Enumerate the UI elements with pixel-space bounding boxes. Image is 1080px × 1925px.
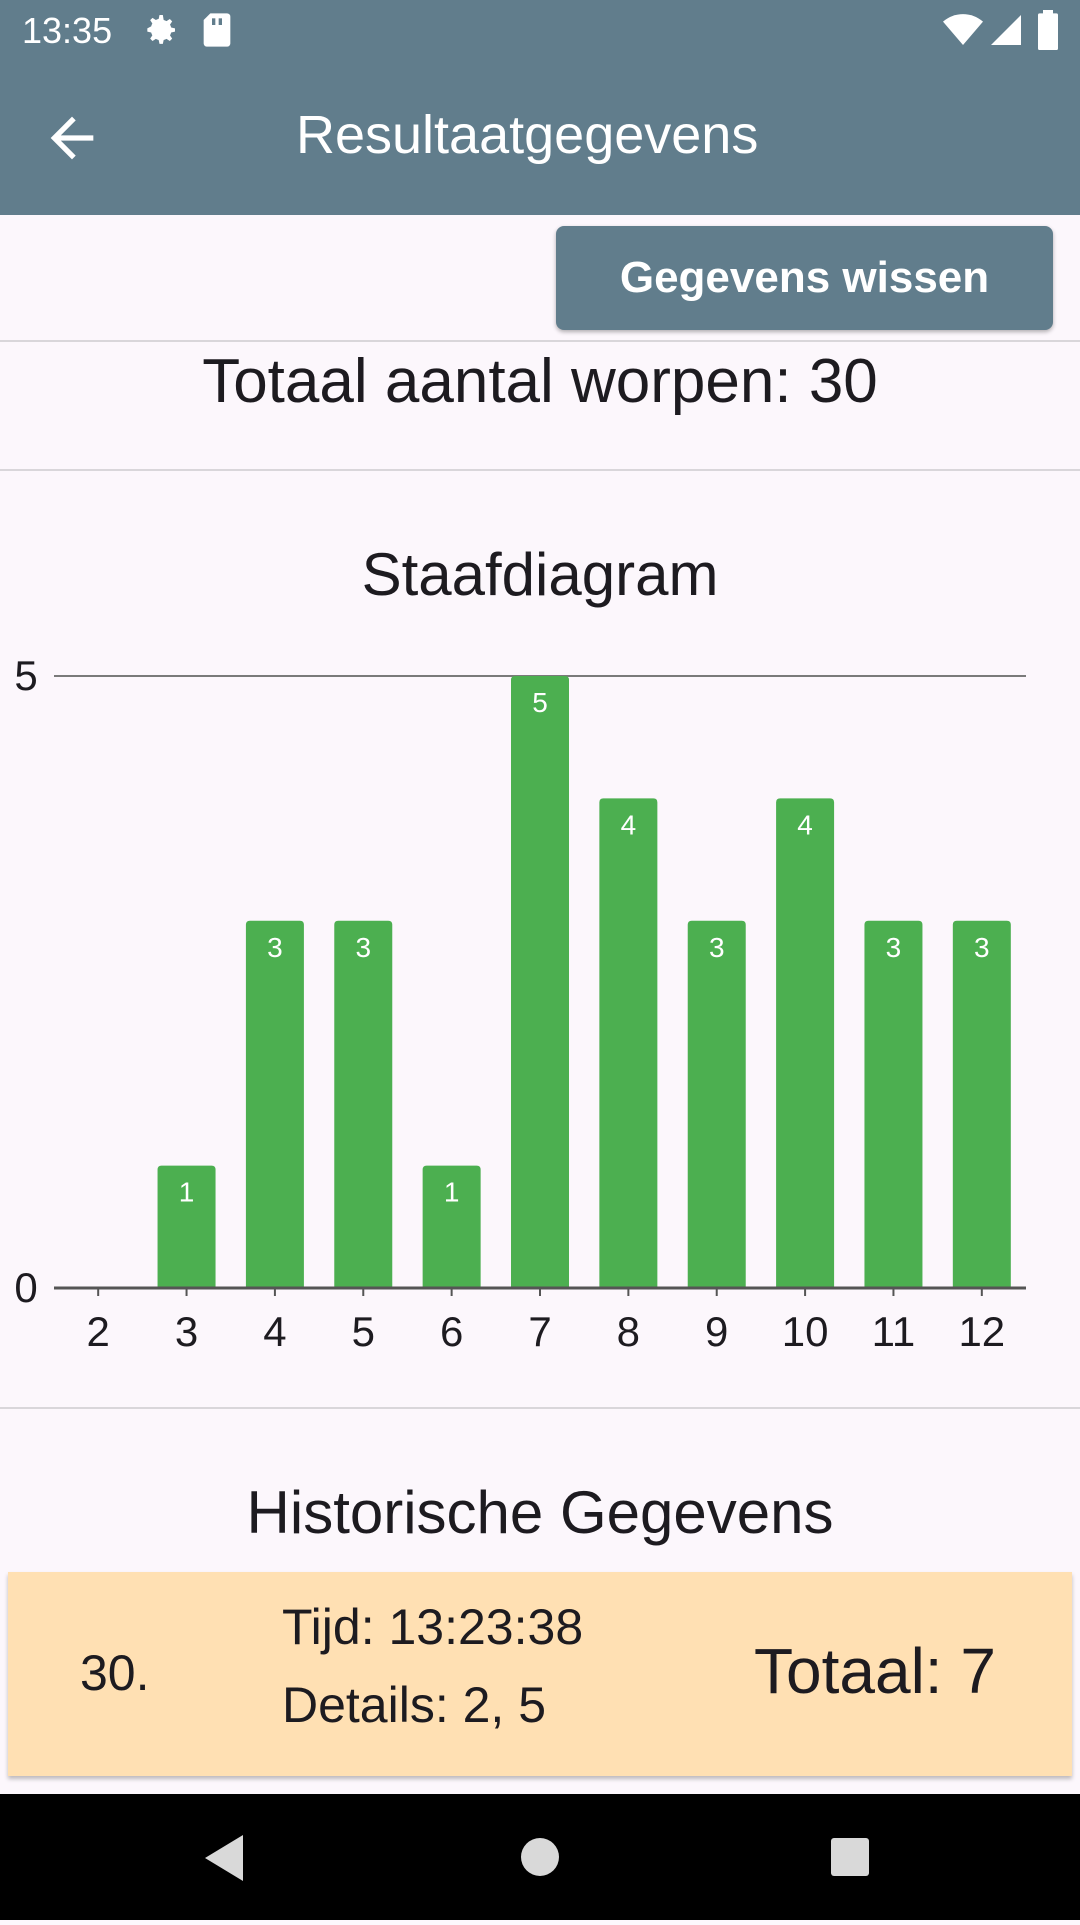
x-tick-label: 3 xyxy=(175,1308,198,1355)
x-tick-label: 9 xyxy=(705,1308,728,1355)
bar-value-label: 4 xyxy=(621,809,637,840)
bar xyxy=(599,798,658,1288)
wifi-icon xyxy=(943,14,983,45)
nav-recents-button[interactable] xyxy=(770,1794,930,1920)
bar-value-label: 4 xyxy=(797,809,813,840)
x-tick-label: 6 xyxy=(440,1308,463,1355)
bar xyxy=(952,920,1011,1288)
nav-home-button[interactable] xyxy=(460,1794,620,1920)
bar-value-label: 5 xyxy=(532,687,548,718)
history-entry-card: 30. Tijd: 13:23:38 Details: 2, 5 Totaal:… xyxy=(8,1572,1072,1776)
clear-data-button[interactable]: Gegevens wissen xyxy=(556,226,1053,330)
y-tick-label: 0 xyxy=(14,1264,37,1311)
recents-square-icon xyxy=(831,1838,869,1876)
x-tick-label: 10 xyxy=(782,1308,829,1355)
history-entry-time: Tijd: 13:23:38 xyxy=(282,1599,584,1655)
chart-title: Staafdiagram xyxy=(361,541,719,608)
bar xyxy=(334,920,393,1288)
page-title: Resultaatgegevens xyxy=(296,105,759,165)
settings-icon xyxy=(147,15,175,44)
divider xyxy=(0,340,1080,342)
bar-value-label: 1 xyxy=(179,1177,195,1208)
divider xyxy=(0,1407,1080,1409)
x-tick-label: 12 xyxy=(958,1308,1005,1355)
back-triangle-icon xyxy=(205,1835,243,1881)
back-button[interactable] xyxy=(40,106,104,170)
bar xyxy=(422,1165,481,1288)
navigation-bar xyxy=(0,1794,1080,1920)
nav-back-button[interactable] xyxy=(145,1794,305,1920)
bar-value-label: 3 xyxy=(709,932,725,963)
bar-value-label: 1 xyxy=(444,1177,460,1208)
sd-card-icon xyxy=(203,13,231,47)
x-tick-label: 8 xyxy=(617,1308,640,1355)
bar-value-label: 3 xyxy=(355,932,371,963)
history-title: Historische Gegevens xyxy=(246,1479,834,1546)
home-circle-icon xyxy=(521,1838,559,1876)
y-tick-label: 5 xyxy=(14,652,37,699)
signal-icon xyxy=(991,15,1021,45)
bar-value-label: 3 xyxy=(267,932,283,963)
divider xyxy=(0,469,1080,471)
status-time: 13:35 xyxy=(22,10,113,51)
battery-icon xyxy=(1038,10,1058,50)
bar xyxy=(687,920,746,1288)
bar-value-label: 3 xyxy=(886,932,902,963)
bar xyxy=(511,676,569,1288)
bar-chart: 0 5 2 3 1 4 3 5 3 6 1 7 5 8 4 9 3 10 4 11 3 12 3 xyxy=(14,652,1026,1355)
bar xyxy=(157,1165,216,1288)
x-tick-label: 7 xyxy=(528,1308,551,1355)
app-bar: Resultaatgegevens xyxy=(0,62,1080,215)
bar xyxy=(776,798,835,1288)
arrow-back-icon xyxy=(50,116,94,160)
status-bar: 13:35 xyxy=(0,0,1080,62)
history-entry-total: Totaal: 7 xyxy=(754,1635,996,1707)
bar xyxy=(245,920,304,1288)
x-tick-label: 4 xyxy=(263,1308,286,1355)
x-tick-label: 11 xyxy=(872,1308,916,1355)
total-throws-text: Totaal aantal worpen: 30 xyxy=(202,347,878,416)
x-tick-label: 2 xyxy=(87,1308,110,1355)
bar-value-label: 3 xyxy=(974,932,990,963)
bar xyxy=(864,920,923,1288)
history-entry-index: 30. xyxy=(80,1645,150,1701)
x-tick-label: 5 xyxy=(352,1308,375,1355)
history-entry-details: Details: 2, 5 xyxy=(282,1677,547,1733)
